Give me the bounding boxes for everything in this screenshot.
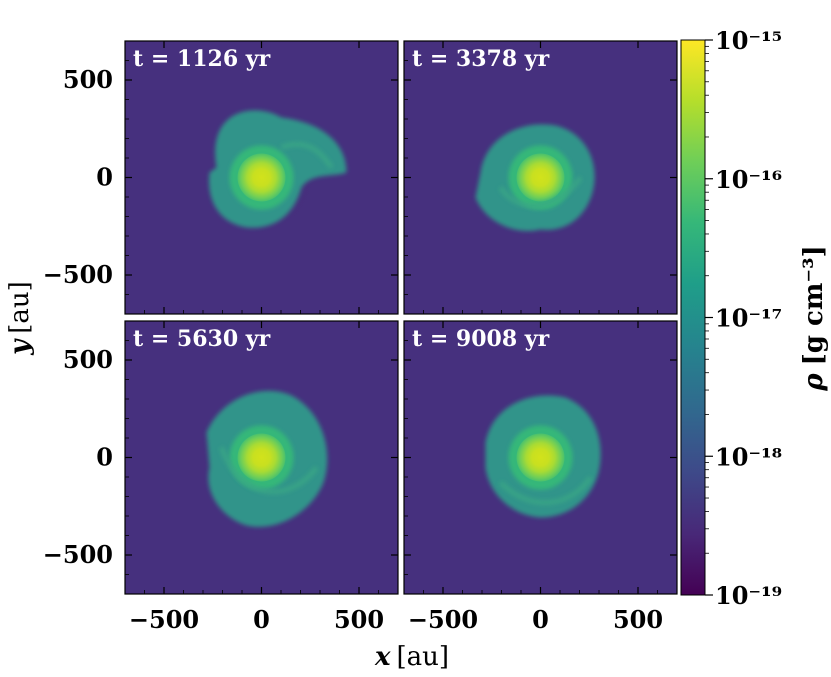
disk-core (237, 153, 286, 202)
density-panel-1: t = 1126 yr (124, 40, 399, 315)
colorbar-ticks: 10⁻¹⁵ 10⁻¹⁶ 10⁻¹⁷ 10⁻¹⁸ 10⁻¹⁹ ρ [g cm⁻³] (705, 26, 829, 610)
y-axis-label: y [au] (5, 281, 35, 356)
x-tick-label: 500 (613, 605, 663, 634)
panel-time-label: t = 9008 yr (412, 326, 550, 352)
spiral-arm (280, 141, 334, 169)
density-panel-4: t = 9008 yr (403, 320, 678, 595)
x-tick-label: −500 (408, 605, 478, 634)
x-tick-label: 0 (532, 605, 549, 634)
spiral-arm (219, 446, 319, 495)
spiral-arm (498, 476, 593, 506)
x-axis-label: x [au] (374, 642, 449, 672)
panel-time-label: t = 1126 yr (133, 46, 271, 72)
panel-content (125, 41, 398, 314)
y-axis-var: y (5, 338, 35, 356)
y-axis-unit: [au] (5, 281, 35, 334)
disk-core (237, 433, 286, 482)
colorbar-gradient (680, 39, 706, 596)
density-panel-3: t = 5630 yr (124, 320, 399, 595)
spiral-arm (498, 176, 583, 208)
panels-group: t = 1126 yr t = 3378 yr t = 5630 yr t = 900… (124, 40, 678, 595)
colorbar-tick-label: 10⁻¹⁶ (715, 165, 782, 194)
y-tick-label: 500 (63, 65, 113, 94)
x-axis-var: x (374, 642, 391, 672)
panel-content (404, 41, 677, 314)
colorbar-tick-label: 10⁻¹⁹ (715, 581, 782, 610)
density-panel-2: t = 3378 yr (403, 40, 678, 315)
colorbar-label: ρ [g cm⁻³] (799, 245, 829, 392)
panel-content (404, 321, 677, 594)
colorbar: 10⁻¹⁵ 10⁻¹⁶ 10⁻¹⁷ 10⁻¹⁸ 10⁻¹⁹ ρ [g cm⁻³] (680, 26, 829, 610)
y-tick-label: 500 (63, 345, 113, 374)
x-tick-label: −500 (129, 605, 199, 634)
colorbar-label-var: ρ (799, 373, 829, 392)
y-tick-label: 0 (96, 163, 113, 192)
y-tick-label: 0 (96, 443, 113, 472)
colorbar-tick-label: 10⁻¹⁸ (715, 442, 782, 471)
colorbar-tick-label: 10⁻¹⁷ (715, 304, 782, 333)
x-tick-label: 0 (253, 605, 270, 634)
colorbar-tick-label: 10⁻¹⁵ (715, 26, 782, 55)
y-tick-label: −500 (43, 540, 113, 569)
disk-core (516, 433, 565, 482)
x-axis-unit: [au] (396, 642, 449, 672)
panel-time-label: t = 3378 yr (412, 46, 550, 72)
x-tick-label: 500 (334, 605, 384, 634)
panel-content (125, 321, 398, 594)
y-tick-label: −500 (43, 260, 113, 289)
disk-core (516, 153, 565, 202)
colorbar-label-unit: [g cm⁻³] (799, 245, 829, 365)
panel-time-label: t = 5630 yr (133, 326, 271, 352)
